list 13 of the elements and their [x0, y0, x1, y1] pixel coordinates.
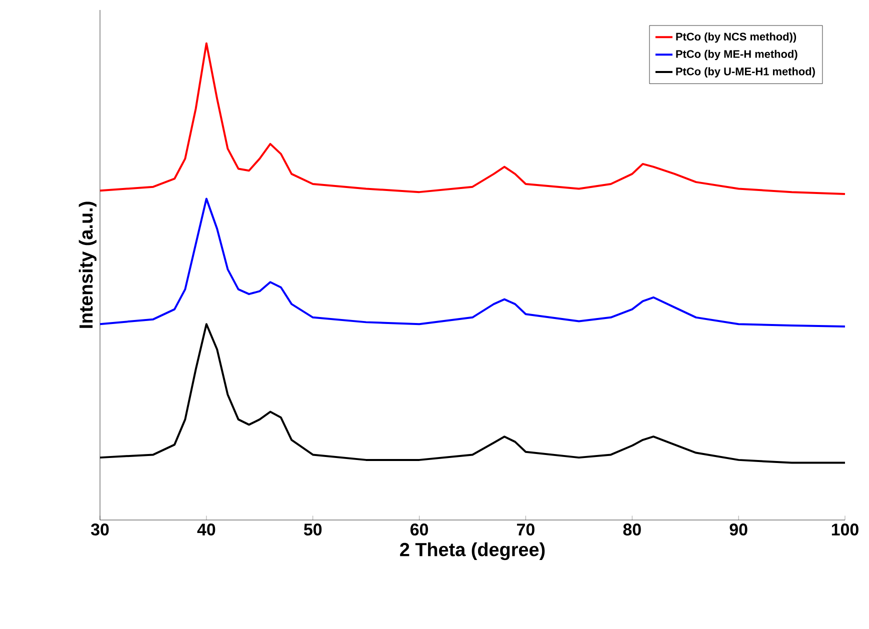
legend-label: PtCo (by U-ME-H1 method) — [676, 67, 815, 78]
x-axis-title: 2 Theta (degree) — [400, 542, 545, 560]
x-tick-label: 90 — [730, 524, 748, 536]
x-tick-label: 30 — [90, 524, 109, 536]
x-tick-label: 60 — [410, 524, 428, 536]
x-tick-label: 100 — [832, 524, 858, 536]
y-axis-title: Intensity (a.u.) — [78, 202, 96, 328]
legend-label: PtCo (by NCS method)) — [676, 32, 796, 43]
x-tick-label: 50 — [304, 524, 322, 536]
x-tick-label: 70 — [517, 524, 534, 536]
x-tick-label: 80 — [623, 524, 641, 536]
legend-label: PtCo (by ME-H method) — [676, 50, 798, 60]
x-tick-label: 40 — [197, 524, 216, 536]
